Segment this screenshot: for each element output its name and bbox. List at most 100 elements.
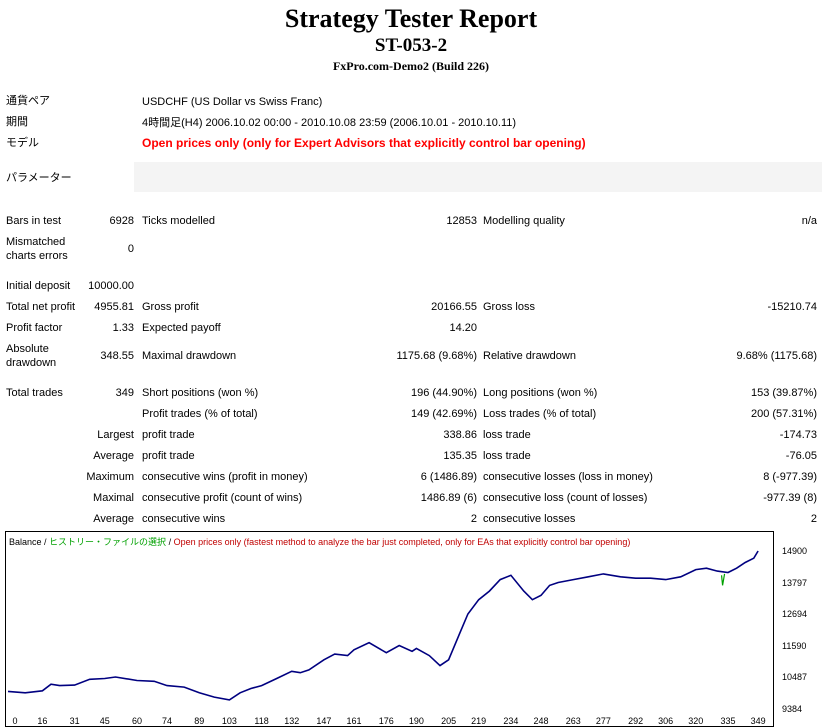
max-cons-losses-label: consecutive losses (loss in money) [483,471,653,483]
y-tick-label: 13797 [782,577,808,588]
avg-cons-losses-label: consecutive losses [483,513,576,525]
maximal-loss-value: -977.39 (8) [763,492,817,504]
payoff-label: Expected payoff [142,322,221,334]
avg-cons-losses-value: 2 [810,513,817,525]
y-tick-label: 12694 [782,609,808,620]
avg-cons-label: Average [93,513,134,525]
long-label: Long positions (won %) [483,387,598,399]
abs-dd-value: 348.55 [100,350,134,362]
params-shade [134,162,822,192]
x-tick-label: 277 [595,716,611,726]
max-dd-label: Maximal drawdown [142,350,237,362]
max-dd-value: 1175.68 (9.68%) [396,350,477,362]
deposit-value: 10000.00 [88,280,134,292]
x-tick-label: 234 [503,716,519,726]
period-label: 期間 [6,116,28,128]
loss-trades-label: Loss trades (% of total) [483,408,597,420]
x-tick-label: 263 [565,716,581,726]
average-loss-value: -76.05 [785,450,817,462]
largest-profit-value: 338.86 [443,429,477,441]
symbol-label: 通貨ペア [6,95,50,107]
x-tick-label: 349 [750,716,766,726]
legend-balance: Balance [9,537,42,547]
symbol-value: USDCHF (US Dollar vs Swiss Franc) [142,96,323,108]
profit-factor-label: Profit factor [6,322,63,334]
ticks-value: 12853 [446,215,477,227]
maximal-profit-value: 1486.89 (6) [420,492,477,504]
mismatched-label-2: charts errors [6,250,68,262]
mismatched-value: 0 [127,243,134,255]
total-trades-value: 349 [115,387,134,399]
net-profit-label: Total net profit [6,301,76,313]
x-tick-label: 335 [720,716,736,726]
max-cons-wins-value: 6 (1486.89) [420,471,477,483]
chart-legend: Balance / ヒストリー・ファイルの選択 / Open prices on… [9,537,630,548]
maximum-label: Maximum [86,471,134,483]
avg-cons-wins-label: consecutive wins [142,513,226,525]
ea-name: ST-053-2 [374,35,448,56]
short-label: Short positions (won %) [142,387,259,399]
x-tick-label: 31 [69,716,80,726]
x-tick-label: 118 [254,716,269,726]
legend-separator: / [41,537,50,547]
abs-dd-label-2: drawdown [6,357,57,369]
maximal-profit-label: consecutive profit (count of wins) [142,492,303,504]
x-tick-label: 176 [378,716,394,726]
average-label: Average [93,450,134,462]
bars-label: Bars in test [6,215,62,227]
gross-loss-label: Gross loss [483,301,535,313]
short-value: 196 (44.90%) [410,387,477,399]
legend-history: ヒストリー・ファイルの選択 [49,537,167,547]
y-tick-label: 14900 [782,546,808,556]
net-profit-value: 4955.81 [94,301,134,313]
total-trades-label: Total trades [6,387,63,399]
x-tick-label: 190 [408,716,424,726]
model-label: モデル [6,137,39,149]
maximal-label: Maximal [93,492,134,504]
profit-trades-value: 149 (42.69%) [410,408,477,420]
x-tick-label: 103 [221,716,237,726]
abs-dd-label-1: Absolute [6,343,49,355]
average-profit-value: 135.35 [443,450,477,462]
max-cons-wins-label: consecutive wins (profit in money) [142,471,308,483]
period-value: 4時間足(H4) 2006.10.02 00:00 - 2010.10.08 2… [142,117,517,129]
x-tick-label: 147 [316,716,332,726]
quality-label: Modelling quality [483,215,565,227]
profit-trades-label: Profit trades (% of total) [142,408,258,420]
params-label: パラメーター [6,172,72,184]
x-tick-label: 132 [284,716,300,726]
largest-loss-value: -174.73 [779,429,817,441]
y-tick-label: 11590 [782,640,807,651]
max-cons-losses-value: 8 (-977.39) [763,471,817,483]
long-value: 153 (39.87%) [750,387,817,399]
x-tick-label: 161 [346,716,362,726]
x-tick-label: 45 [99,716,110,726]
profit-factor-value: 1.33 [112,322,134,334]
legend-mode: Open prices only (fastest method to anal… [173,537,631,547]
largest-profit-label: profit trade [142,429,195,441]
x-tick-label: 0 [12,716,18,726]
rel-dd-label: Relative drawdown [483,350,576,362]
gross-profit-value: 20166.55 [431,301,477,313]
equity-spike [720,573,726,586]
x-tick-label: 16 [37,716,48,726]
gross-loss-value: -15210.74 [767,301,817,313]
average-loss-label: loss trade [483,450,531,462]
mismatched-label-1: Mismatched [6,236,66,248]
x-tick-label: 205 [441,716,457,726]
y-tick-label: 10487 [782,672,808,683]
x-tick-label: 219 [471,716,487,726]
largest-label: Largest [97,429,134,441]
average-profit-label: profit trade [142,450,195,462]
bars-value: 6928 [109,215,134,227]
report-title: Strategy Tester Report [284,4,538,33]
ticks-label: Ticks modelled [142,215,215,227]
y-tick-label: 9384 [782,704,803,714]
gross-profit-label: Gross profit [142,301,199,313]
loss-trades-value: 200 (57.31%) [750,408,817,420]
x-tick-label: 306 [658,716,674,726]
x-tick-label: 60 [131,716,142,726]
deposit-label: Initial deposit [6,280,71,292]
balance-chart [5,531,774,727]
